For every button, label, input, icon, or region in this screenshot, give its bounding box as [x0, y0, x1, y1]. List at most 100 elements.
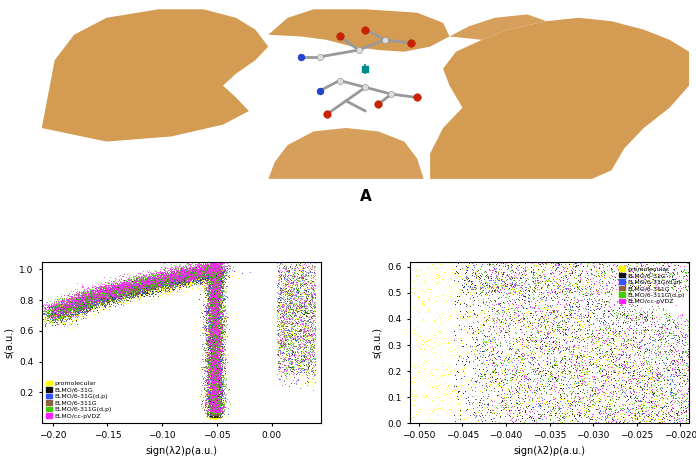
ELMO/6-31G: [189, 271, 200, 279]
ELMO/6-31G(d,p): [523, 384, 534, 392]
ELMO/cc-pVDZ: [215, 325, 226, 332]
ELMO/cc-pVDZ: [144, 277, 155, 285]
ELMO/cc-pVDZ: [202, 272, 213, 280]
ELMO/6-31G: [122, 286, 134, 294]
ELMO/6-311G: [210, 338, 221, 345]
promolecular: [101, 292, 112, 299]
ELMO/6-311G: [568, 362, 579, 369]
ELMO/cc-pVDZ: [569, 393, 580, 400]
ELMO/6-31G(d,p): [672, 318, 683, 325]
ELMO/6-31G: [608, 355, 619, 363]
ELMO/6-31G: [205, 372, 216, 380]
ELMO/6-31G: [198, 275, 209, 283]
ELMO/cc-pVDZ: [168, 267, 179, 275]
ELMO/6-311G: [132, 289, 143, 297]
ELMO/6-31G(d,p): [77, 299, 88, 306]
ELMO/6-31G: [218, 320, 229, 327]
promolecular: [641, 369, 652, 376]
ELMO/6-311G(d,p): [92, 293, 103, 301]
ELMO/cc-pVDZ: [164, 272, 175, 279]
ELMO/6-31G: [42, 303, 53, 311]
ELMO/6-31G: [207, 362, 218, 370]
ELMO/6-311G(d,p): [201, 338, 212, 345]
ELMO/6-31G(d,p): [513, 388, 524, 396]
ELMO/6-31G: [75, 299, 86, 306]
ELMO/6-31G(d,p): [539, 341, 551, 348]
ELMO/cc-pVDZ: [301, 303, 312, 310]
ELMO/6-31G: [210, 271, 221, 279]
ELMO/cc-pVDZ: [206, 388, 217, 395]
ELMO/6-311G: [146, 272, 157, 279]
promolecular: [431, 279, 442, 287]
ELMO/6-311G: [209, 309, 220, 317]
ELMO/6-31G: [155, 287, 166, 295]
ELMO/6-31G(d,p): [112, 289, 123, 296]
ELMO/6-31G(d,p): [148, 281, 159, 288]
promolecular: [98, 301, 109, 308]
promolecular: [205, 277, 216, 285]
ELMO/6-31G(d,p): [644, 384, 655, 391]
ELMO/6-31G: [205, 269, 216, 277]
ELMO/6-311G(d,p): [68, 303, 79, 310]
ELMO/cc-pVDZ: [642, 398, 654, 405]
ELMO/6-311G(d,p): [215, 327, 226, 335]
ELMO/6-31G(d,p): [564, 301, 575, 309]
ELMO/6-31G: [195, 278, 206, 286]
promolecular: [89, 307, 100, 314]
ELMO/6-31G(d,p): [548, 277, 560, 285]
ELMO/cc-pVDZ: [666, 365, 677, 373]
promolecular: [466, 419, 477, 427]
ELMO/6-31G(d,p): [590, 297, 601, 304]
ELMO/cc-pVDZ: [210, 260, 221, 268]
promolecular: [137, 284, 148, 291]
ELMO/cc-pVDZ: [206, 355, 217, 363]
ELMO/6-311G(d,p): [587, 287, 599, 295]
promolecular: [491, 355, 502, 363]
ELMO/6-31G: [210, 288, 221, 295]
ELMO/6-31G(d,p): [568, 299, 579, 307]
promolecular: [543, 328, 554, 335]
ELMO/6-311G: [203, 304, 214, 312]
ELMO/6-31G: [564, 286, 576, 294]
ELMO/6-311G(d,p): [210, 379, 221, 387]
ELMO/6-31G(d,p): [584, 358, 595, 365]
ELMO/6-311G: [203, 357, 214, 364]
ELMO/6-31G: [544, 385, 555, 393]
ELMO/6-31G(d,p): [209, 385, 220, 392]
ELMO/6-311G: [480, 289, 491, 297]
ELMO/6-31G(d,p): [209, 288, 220, 295]
ELMO/cc-pVDZ: [145, 271, 157, 278]
promolecular: [541, 366, 553, 374]
ELMO/cc-pVDZ: [191, 269, 203, 276]
ELMO/cc-pVDZ: [206, 266, 217, 274]
ELMO/6-31G: [130, 283, 141, 291]
ELMO/6-311G: [208, 341, 219, 349]
ELMO/6-311G: [622, 314, 633, 321]
ELMO/6-31G(d,p): [208, 362, 219, 370]
promolecular: [212, 291, 223, 299]
ELMO/6-311G: [307, 329, 318, 337]
promolecular: [207, 331, 219, 339]
ELMO/cc-pVDZ: [159, 263, 171, 271]
ELMO/6-311G(d,p): [205, 265, 216, 272]
ELMO/6-311G(d,p): [88, 292, 100, 299]
promolecular: [74, 297, 86, 305]
ELMO/cc-pVDZ: [294, 300, 305, 307]
promolecular: [205, 319, 216, 326]
promolecular: [133, 287, 144, 295]
ELMO/6-311G(d,p): [212, 324, 223, 332]
ELMO/cc-pVDZ: [104, 290, 115, 298]
ELMO/cc-pVDZ: [205, 291, 216, 298]
ELMO/6-311G(d,p): [201, 280, 212, 287]
ELMO/cc-pVDZ: [101, 287, 112, 294]
promolecular: [505, 289, 516, 297]
promolecular: [61, 315, 72, 322]
ELMO/6-31G: [205, 273, 216, 281]
ELMO/6-31G(d,p): [206, 344, 217, 351]
ELMO/6-31G(d,p): [113, 286, 125, 293]
ELMO/6-31G: [680, 406, 691, 413]
ELMO/cc-pVDZ: [205, 272, 216, 280]
ELMO/6-311G: [213, 386, 224, 393]
ELMO/6-311G: [205, 271, 216, 278]
ELMO/6-31G(d,p): [90, 283, 102, 290]
